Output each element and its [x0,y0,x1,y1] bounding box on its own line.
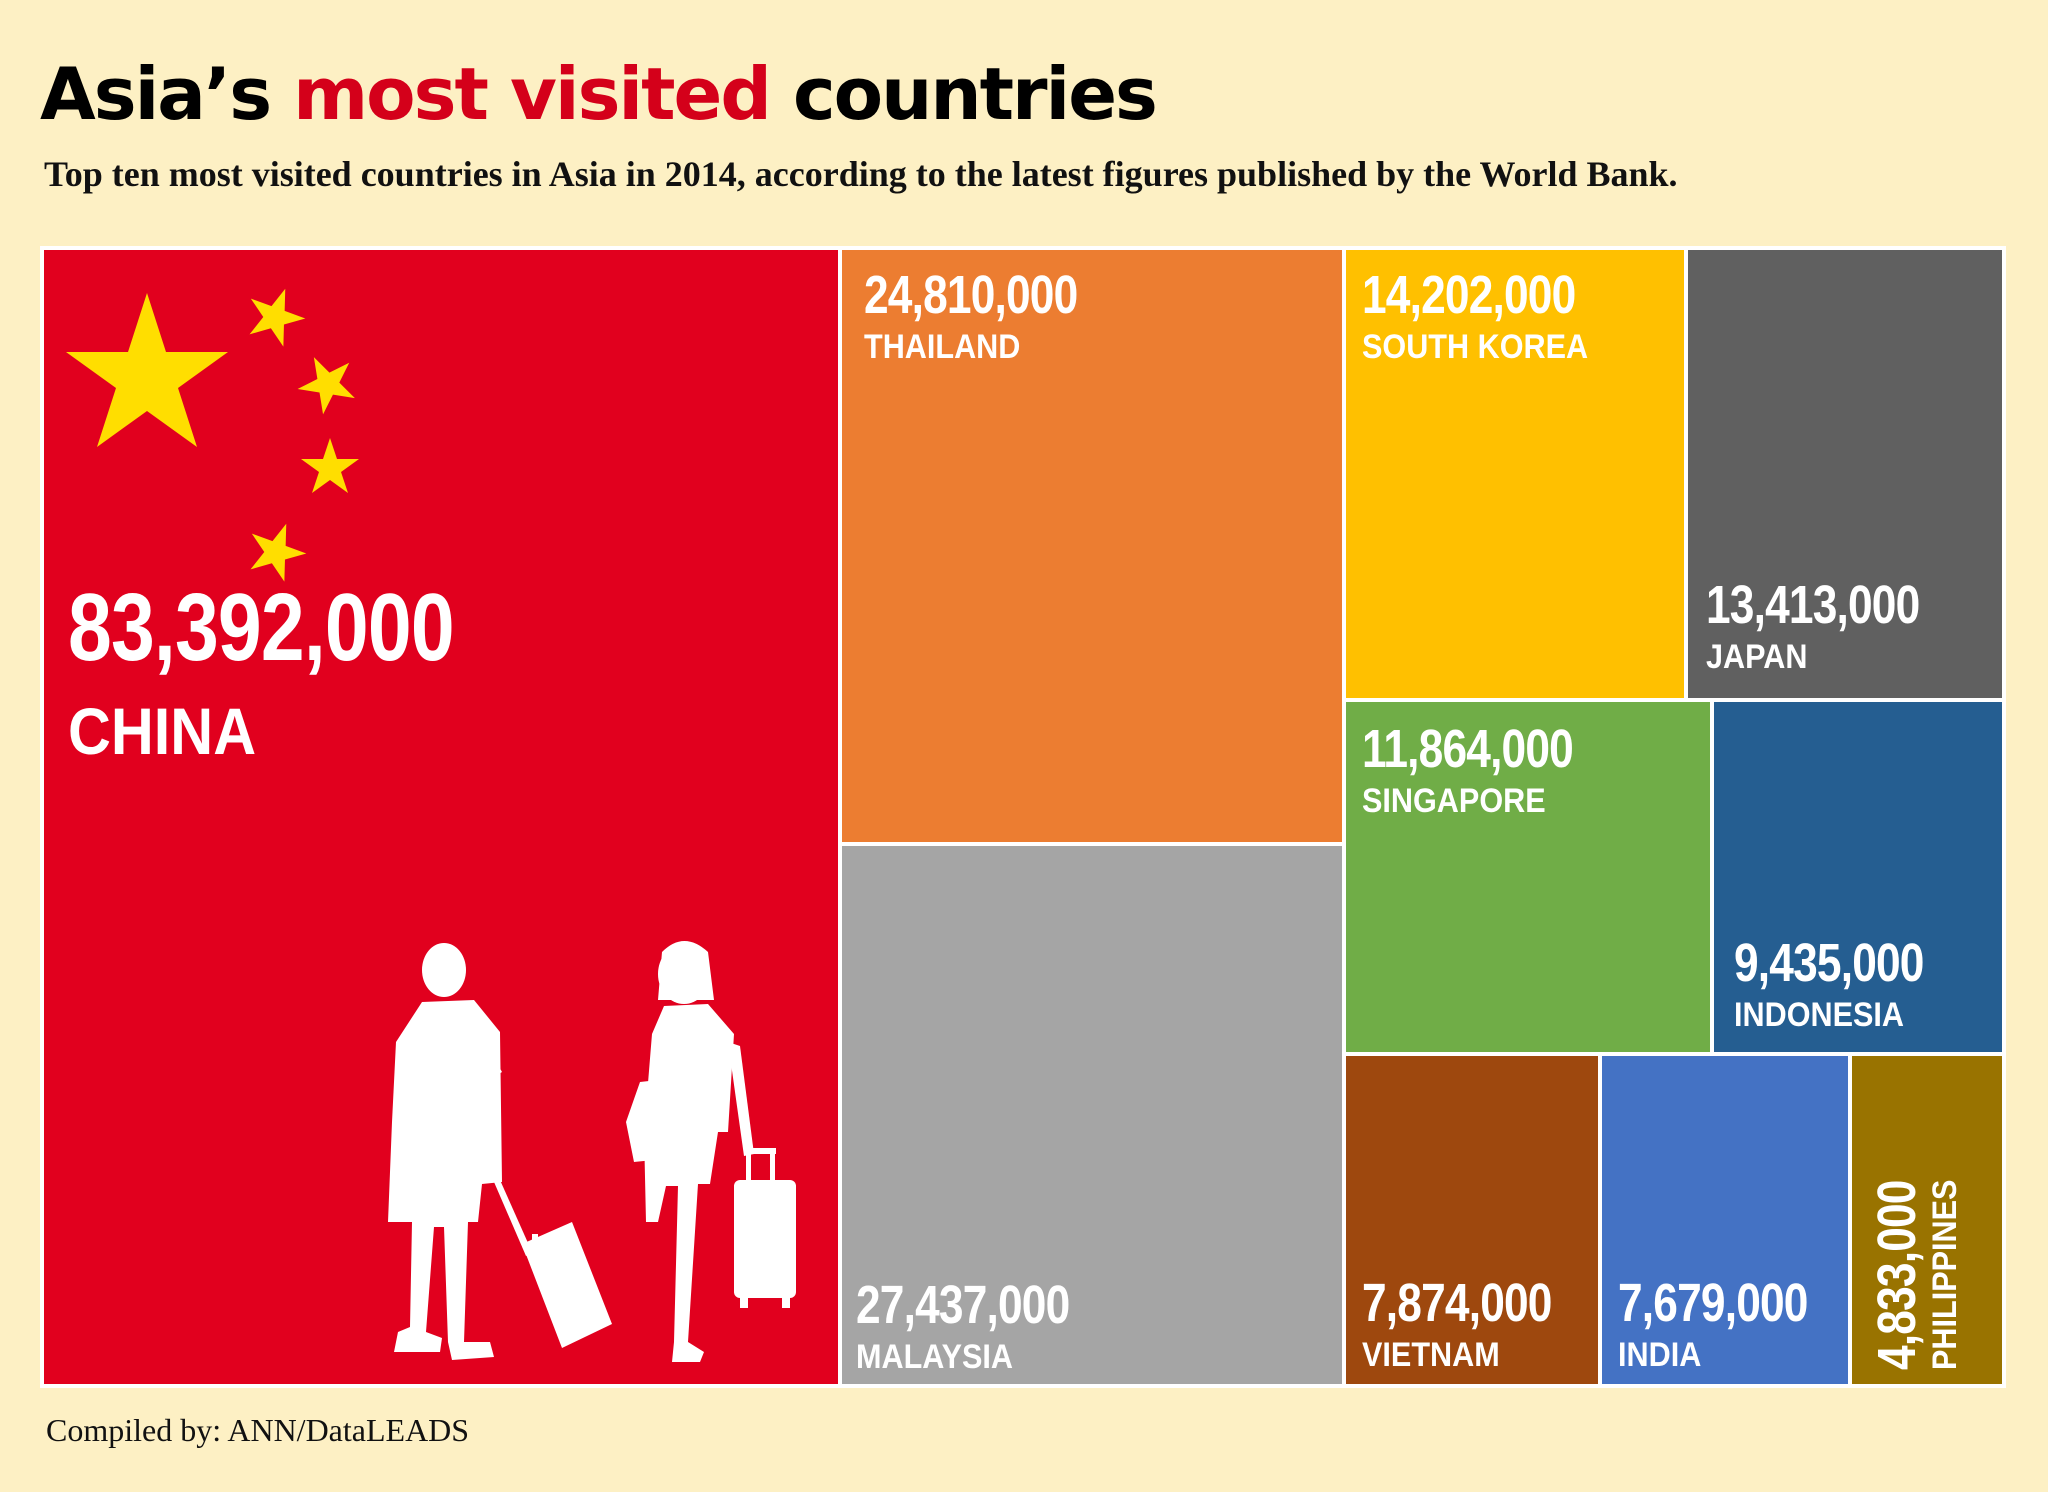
tile-indonesia: 9,435,000 INDONESIA [1710,698,2006,1056]
tile-philippines: 4,833,000 PHILIPPINES [1848,1052,2006,1388]
tile-japan: 13,413,000 JAPAN [1684,246,2006,702]
name-label-south-korea: SOUTH KOREA [1362,328,1589,366]
name-label-vietnam: VIETNAM [1362,1336,1500,1374]
title-highlight: most visited [293,52,772,136]
small-star-icon [249,288,306,347]
small-star-icon [250,523,307,582]
tile-south-korea: 14,202,000 SOUTH KOREA [1342,246,1688,702]
tile-singapore: 11,864,000 SINGAPORE [1342,698,1714,1056]
value-label-malaysia: 27,437,000 [856,1275,1070,1335]
value-label-japan: 13,413,000 [1706,575,1920,635]
value-label-thailand: 24,810,000 [864,265,1078,325]
title-suffix: countries [769,52,1158,136]
value-label-vietnam: 7,874,000 [1362,1273,1552,1333]
tile-vietnam: 7,874,000 VIETNAM [1342,1052,1602,1388]
travelers-silhouette-icon [388,941,796,1362]
name-label-india: INDIA [1618,1336,1702,1374]
treemap-chart: 83,392,000 CHINA [40,246,2006,1388]
value-label-india: 7,679,000 [1618,1273,1808,1333]
tile-thailand: 24,810,000 THAILAND [838,246,1386,846]
value-label-china: 83,392,000 [68,574,455,681]
value-label-south-korea: 14,202,000 [1362,265,1576,325]
value-label-philippines: 4,833,000 [1867,1180,1927,1370]
value-label-indonesia: 9,435,000 [1734,933,1924,993]
source-credit: Compiled by: ANN/DataLEADS [46,1412,470,1448]
name-label-thailand: THAILAND [864,328,1021,366]
tile-india: 7,679,000 INDIA [1598,1052,1852,1388]
name-label-japan: JAPAN [1706,638,1808,676]
tile-china: 83,392,000 CHINA [40,246,842,1388]
page-title: Asia’s most visited countries [40,58,1158,130]
name-label-china: CHINA [68,694,257,768]
tile-malaysia: 27,437,000 MALAYSIA [838,842,1386,1388]
china-flag-stars-icon [66,288,359,582]
title-prefix: Asia’s [40,52,294,136]
value-label-singapore: 11,864,000 [1362,719,1574,779]
page-subtitle: Top ten most visited countries in Asia i… [44,154,1678,194]
name-label-malaysia: MALAYSIA [856,1338,1013,1376]
name-label-indonesia: INDONESIA [1734,996,1905,1034]
small-star-icon [301,438,359,493]
name-label-philippines: PHILIPPINES [1926,1179,1964,1370]
large-star-icon [66,293,228,447]
name-label-singapore: SINGAPORE [1362,782,1546,820]
small-star-icon [297,357,355,415]
